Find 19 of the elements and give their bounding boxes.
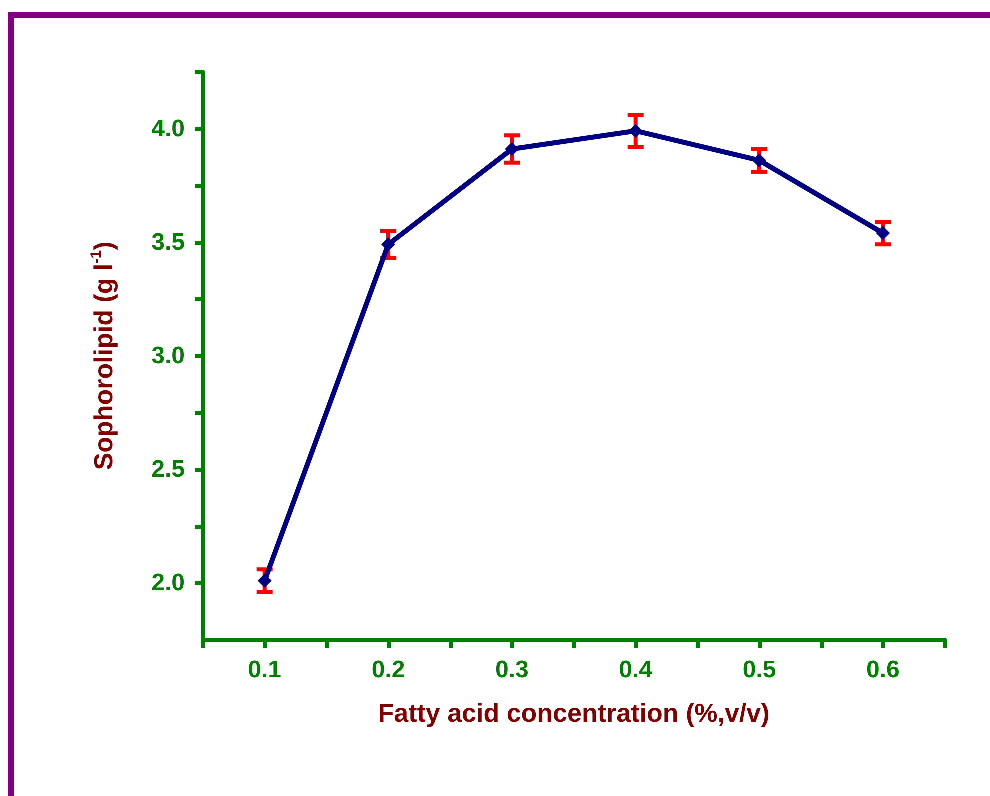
y-tick-label: 4.0: [152, 115, 185, 142]
y-tick-label: 3.5: [152, 228, 185, 256]
point: [876, 226, 890, 240]
x-tick-label: 0.6: [866, 656, 900, 684]
point: [382, 238, 396, 252]
x-tick-label: 0.2: [372, 656, 406, 684]
x-tick-label: 0.3: [495, 656, 529, 684]
y-tick-label: 3.0: [152, 342, 185, 370]
x-axis-title: Fatty acid concentration (%,v/v): [378, 698, 770, 728]
point: [258, 574, 272, 588]
x-tick-label: 0.5: [742, 656, 776, 684]
y-axis-title: Sophorolipid (g l-1): [88, 242, 118, 470]
point: [752, 154, 766, 168]
x-tick-label: 0.1: [248, 656, 282, 684]
y-tick-label: 2.0: [152, 570, 185, 597]
point: [628, 124, 643, 138]
x-tick-label: 0.4: [619, 656, 654, 684]
y-tick-label: 2.5: [152, 456, 185, 484]
point: [505, 142, 520, 156]
